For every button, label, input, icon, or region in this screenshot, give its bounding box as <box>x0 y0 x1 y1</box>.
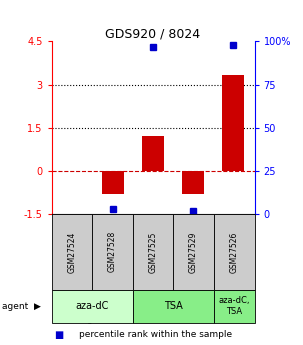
Text: GSM27526: GSM27526 <box>230 231 239 273</box>
Text: aza-dC: aza-dC <box>75 301 109 311</box>
Text: GSM27529: GSM27529 <box>189 231 198 273</box>
Title: GDS920 / 8024: GDS920 / 8024 <box>105 27 201 40</box>
Text: GSM27525: GSM27525 <box>148 231 158 273</box>
Text: aza-dC,
TSA: aza-dC, TSA <box>218 296 250 316</box>
Text: ■: ■ <box>55 330 64 339</box>
Text: percentile rank within the sample: percentile rank within the sample <box>79 330 232 339</box>
Text: ■: ■ <box>55 314 64 324</box>
Bar <box>182 171 204 194</box>
Text: log ratio: log ratio <box>79 315 117 324</box>
Text: TSA: TSA <box>164 301 183 311</box>
Bar <box>222 75 244 171</box>
Text: GSM27528: GSM27528 <box>108 231 117 273</box>
Bar <box>142 136 164 171</box>
Text: GSM27524: GSM27524 <box>67 231 76 273</box>
Text: agent  ▶: agent ▶ <box>2 302 40 311</box>
Bar <box>102 171 124 194</box>
